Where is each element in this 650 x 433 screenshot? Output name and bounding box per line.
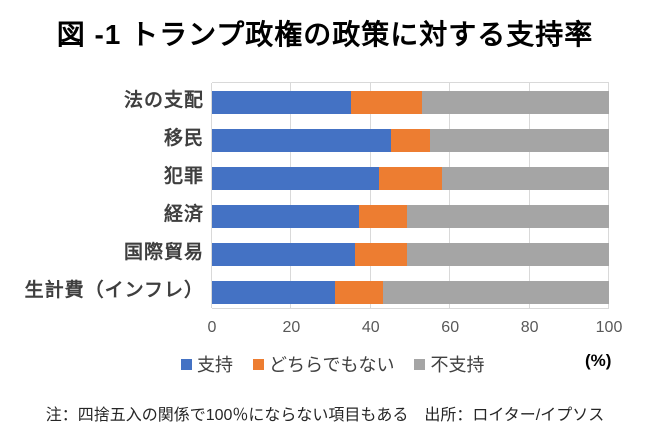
bar-segment: [358, 205, 407, 228]
bar-segment: [212, 167, 379, 190]
bar-segment: [382, 281, 609, 304]
category-label: 国際貿易: [123, 242, 204, 263]
plot-area: [211, 82, 609, 309]
category-label: 犯罪: [163, 166, 204, 187]
chart-title: 図 -1 トランプ政権の政策に対する支持率: [56, 19, 594, 50]
bar-segment: [406, 205, 609, 228]
legend-item: 不支持: [414, 351, 484, 377]
legend-marker-icon: [414, 358, 426, 370]
gridline: [528, 83, 530, 308]
legend-label: 不支持: [430, 355, 485, 375]
bar-segment: [430, 129, 609, 152]
bar-segment: [354, 243, 407, 266]
x-tick-label: 0: [207, 319, 217, 336]
bar-segment: [212, 281, 336, 304]
axis-unit-label: (%): [585, 351, 612, 370]
bar-segment: [378, 167, 443, 190]
bar-segment: [212, 91, 351, 114]
gridline: [211, 83, 212, 308]
category-label: 生計費（インフレ）: [24, 280, 204, 301]
legend-label: 支持: [197, 355, 233, 375]
gridline: [290, 83, 292, 308]
bar-segment: [212, 205, 359, 228]
bar-segment: [422, 91, 609, 114]
bar-segment: [406, 243, 609, 266]
legend-marker-icon: [181, 358, 192, 370]
bar-segment: [350, 91, 423, 114]
bar-segment: [212, 129, 391, 152]
x-tick-label: 20: [282, 319, 301, 336]
category-label: 経済: [163, 204, 204, 225]
x-tick-label: 40: [361, 319, 380, 336]
legend-item: 支持: [181, 351, 233, 377]
legend: 支持 どちらでもない 不支持: [181, 351, 484, 377]
x-tick-label: 60: [441, 319, 460, 336]
legend-marker-icon: [253, 358, 264, 370]
bar-segment: [390, 129, 431, 152]
gridline: [449, 83, 451, 308]
bar-segment: [442, 167, 609, 190]
bar-segment: [212, 243, 355, 266]
footnote: 注：四捨五入の関係で100％にならない項目もある 出所：ロイター/イプソス: [45, 407, 605, 424]
category-label: 移民: [163, 128, 204, 149]
gridline: [608, 83, 609, 308]
category-label: 法の支配: [123, 90, 204, 111]
x-tick-label: 100: [595, 319, 623, 336]
bar-segment: [335, 281, 383, 304]
legend-item: どちらでもない: [253, 351, 394, 377]
x-tick-label: 80: [520, 319, 539, 336]
gridline: [369, 83, 371, 308]
legend-label: どちらでもない: [269, 355, 395, 375]
